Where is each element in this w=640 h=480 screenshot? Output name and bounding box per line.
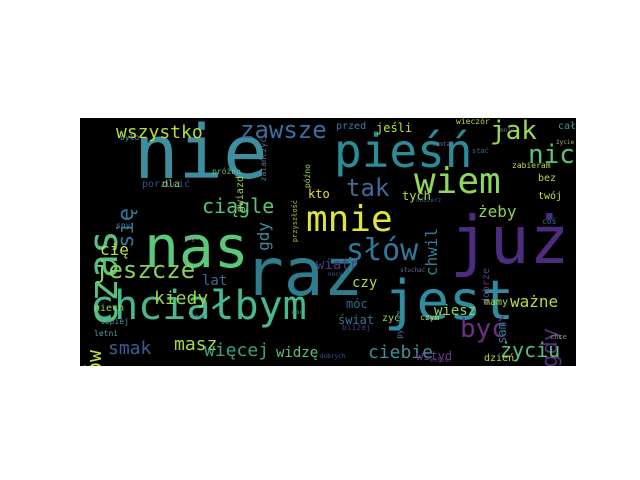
word-prozno: próżno	[212, 167, 241, 176]
word-chce: chce	[550, 333, 567, 341]
word-wiem: wiem	[414, 161, 501, 202]
word-zyc: zyć	[382, 313, 401, 324]
word-moc: móc	[346, 297, 368, 311]
word-zabieram: zabieram	[512, 161, 551, 170]
word-czy: czy	[352, 275, 378, 291]
word-jego: jego	[184, 235, 199, 242]
word-odbierz: odbierz	[416, 197, 442, 204]
word-wazne: ważne	[510, 292, 559, 311]
word-mnie: mnie	[306, 199, 393, 240]
word-jest: jest	[384, 269, 515, 332]
word-cos: coś	[542, 217, 557, 226]
word-znow: znów	[82, 350, 106, 366]
word-pozno: późno	[303, 164, 312, 189]
word-gdy: gdy	[254, 222, 273, 251]
word-swiat: świat	[338, 313, 375, 327]
word-widze: widzę	[276, 345, 319, 361]
word-raz: raz	[244, 234, 364, 311]
word-gwiazd: gwiazd	[235, 176, 246, 213]
word-zatanczyc: zatańczyć	[259, 138, 268, 182]
word-mnie-small: mnie	[500, 127, 515, 134]
word-smak: smak	[108, 338, 152, 359]
word-lat: lat	[202, 273, 228, 289]
word-wiatr: wiatr	[316, 257, 359, 273]
word-wstyd: wstyd	[416, 349, 453, 363]
word-kto: kto	[308, 187, 330, 201]
word-jesli: jeśli	[376, 121, 413, 135]
word-byc: być	[460, 314, 507, 344]
word-dzien: dzień	[484, 353, 515, 364]
word-cloud: nie raz nas już jest pieśń chciałbym cza…	[80, 118, 576, 366]
word-sluchac: słuchać	[400, 267, 426, 274]
word-przed: przed	[336, 121, 367, 132]
word-twoj: twój	[538, 191, 563, 202]
word-dla: dla	[162, 179, 181, 190]
word-chwil: chwil	[422, 228, 441, 277]
word-kiedy: kiedy	[154, 288, 209, 309]
word-dobrych: dobrych	[320, 353, 346, 360]
word-przyszlosc: przyszłość	[291, 200, 299, 243]
word-noc: noc	[292, 309, 303, 316]
word-niech: niech	[94, 303, 125, 314]
word-wiecej: więcej	[204, 340, 270, 361]
word-caly: cały	[558, 121, 576, 132]
word-stac: stać	[472, 147, 489, 155]
word-tych: tych	[402, 189, 431, 203]
word-nie: nie	[134, 118, 268, 196]
word-ciagle: ciągle	[202, 194, 275, 218]
word-chcialbym: chciałbym	[90, 283, 307, 329]
word-nic: nic	[528, 140, 575, 170]
word-cie: cię	[100, 240, 129, 259]
word-nas: nas	[144, 213, 249, 281]
word-milosc: miłość	[430, 357, 452, 364]
word-tamtam: tamtam	[432, 141, 454, 148]
word-wszystko: wszystko	[116, 122, 203, 143]
word-porzucic: porzucić	[142, 179, 191, 190]
word-czym: czym	[420, 313, 440, 322]
word-ciebie: ciebie	[368, 342, 434, 363]
word-piesn: pieśń	[334, 124, 473, 178]
word-slow: słów	[346, 233, 419, 268]
word-sny: sny	[116, 221, 131, 230]
word-letni: letni	[94, 329, 119, 338]
word-nocy: nocy	[328, 271, 343, 278]
word-tak: tak	[346, 174, 390, 202]
word-bylo: było	[120, 133, 140, 142]
word-wieczor: wieczór	[456, 118, 490, 126]
word-masz: masz	[174, 334, 218, 355]
word-zeby: żeby	[478, 202, 517, 221]
word-zawsze: zawsze	[240, 118, 327, 144]
word-nawet: nawet	[190, 313, 209, 320]
word-pytasz: pytasz	[395, 310, 404, 339]
word-zyciu: życiu	[500, 338, 561, 362]
word-lepiej: lepiej	[100, 317, 129, 326]
word-blizej: bliżej	[342, 323, 371, 332]
word-mamy: mamy	[484, 297, 509, 308]
word-jeszcze: jeszcze	[94, 256, 196, 284]
word-bez: bez	[538, 173, 557, 184]
word-juz: już	[450, 202, 570, 279]
word-zycie: życie	[556, 139, 575, 146]
word-sam: sam	[495, 322, 509, 344]
word-jak: jak	[490, 118, 537, 146]
word-wiesz: wiesz	[434, 303, 477, 319]
